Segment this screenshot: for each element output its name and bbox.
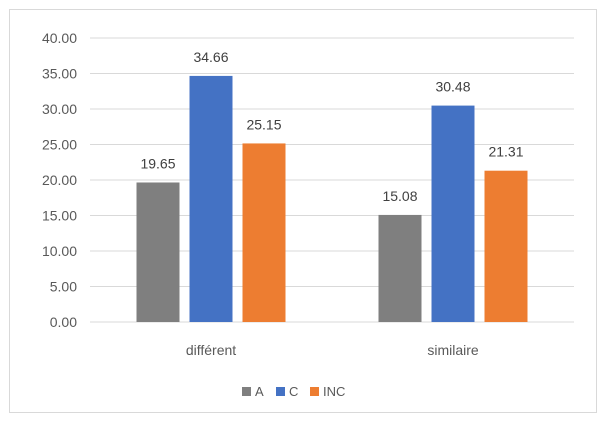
legend-label: C [289,384,298,399]
legend-swatch-c [276,387,285,396]
data-label: 15.08 [382,188,417,204]
y-tick-label: 35.00 [42,66,77,82]
legend-swatch-inc [310,387,319,396]
bar-a-0 [136,182,180,322]
y-tick-label: 25.00 [42,137,77,153]
y-tick-label: 10.00 [42,243,77,259]
data-label: 19.65 [140,155,175,171]
data-label: 21.31 [488,144,523,160]
y-tick-label: 5.00 [50,279,77,295]
y-tick-label: 20.00 [42,172,77,188]
bar-c-1 [431,105,475,322]
legend-label: INC [323,384,345,399]
bar-inc-0 [242,143,286,322]
bar-a-1 [378,214,422,322]
y-tick-label: 15.00 [42,208,77,224]
y-tick-label: 0.00 [50,314,77,330]
legend-label: A [255,384,264,399]
data-label: 30.48 [435,79,470,95]
bar-c-0 [189,75,233,322]
x-category-label: différent [186,342,236,358]
data-label: 34.66 [193,49,228,65]
data-label: 25.15 [246,116,281,132]
legend-swatch-a [242,387,251,396]
x-category-label: similaire [427,342,479,358]
y-tick-label: 30.00 [42,101,77,117]
bar-inc-1 [484,170,528,322]
y-tick-label: 40.00 [42,30,77,46]
